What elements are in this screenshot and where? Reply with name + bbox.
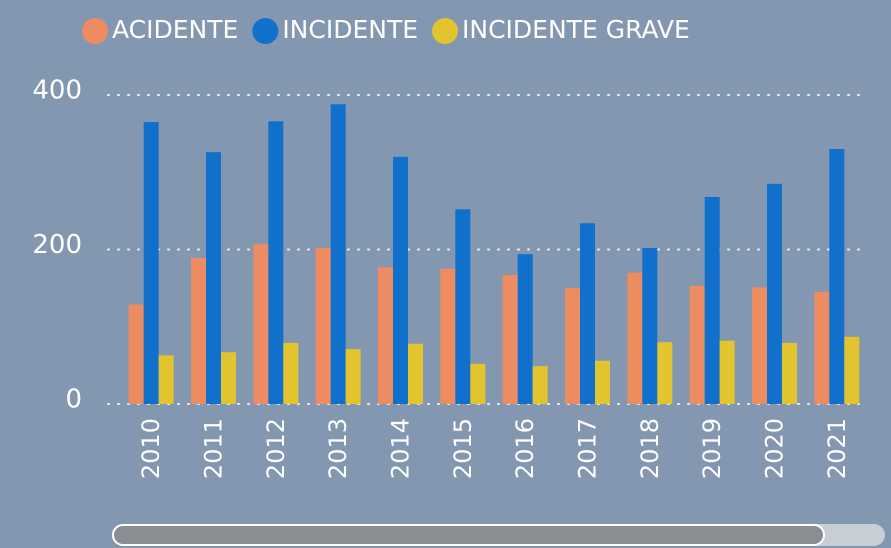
- bar: [345, 349, 361, 404]
- x-tick-label: 2014: [387, 418, 415, 479]
- x-tick-label: 2021: [823, 418, 851, 479]
- bar: [440, 268, 456, 404]
- bar: [844, 336, 860, 404]
- legend-label: ACIDENTE: [112, 15, 238, 44]
- bar: [565, 288, 580, 404]
- bar: [814, 291, 830, 404]
- bar: [595, 360, 610, 404]
- bar: [689, 285, 705, 404]
- scrollbar-thumb[interactable]: [112, 524, 825, 546]
- y-tick-label: 0: [65, 385, 82, 415]
- bar: [143, 122, 159, 404]
- x-tick-label: 2020: [761, 418, 789, 479]
- bar: [253, 244, 269, 404]
- bar: [191, 257, 206, 404]
- x-tick-label: 2016: [511, 418, 539, 479]
- bar: [330, 104, 346, 405]
- legend-swatch: [252, 18, 279, 44]
- bar: [767, 183, 782, 404]
- x-tick-label: 2010: [137, 418, 165, 479]
- x-tick-label: 2013: [324, 418, 352, 479]
- x-tick-label: 2018: [636, 418, 664, 479]
- bar: [283, 342, 299, 404]
- bar: [315, 247, 331, 404]
- x-tick-label: 2017: [574, 418, 602, 479]
- bar: [642, 247, 658, 404]
- y-tick-label: 200: [32, 230, 82, 260]
- legend-swatch: [432, 18, 459, 44]
- bar: [206, 152, 221, 404]
- bar: [408, 343, 423, 404]
- bar: [704, 196, 720, 404]
- bar: [719, 340, 735, 404]
- bar: [128, 304, 144, 404]
- legend-label: INCIDENTE: [282, 15, 418, 44]
- bar: [455, 209, 471, 404]
- y-tick-label: 400: [32, 76, 82, 106]
- bar: [657, 342, 673, 404]
- bar: [517, 254, 533, 404]
- x-tick-label: 2015: [449, 418, 477, 479]
- bar: [393, 156, 408, 404]
- bar: [532, 366, 548, 404]
- bar: [502, 274, 518, 404]
- x-tick-label: 2012: [262, 418, 290, 479]
- bar: [221, 352, 236, 404]
- x-tick-label: 2019: [698, 418, 726, 479]
- legend-label: INCIDENTE GRAVE: [462, 15, 690, 44]
- bar: [829, 149, 845, 404]
- bar: [580, 223, 595, 404]
- bar: [158, 355, 174, 404]
- x-tick-label: 2011: [200, 418, 228, 479]
- bar: [782, 342, 797, 404]
- bar: [627, 272, 643, 404]
- bar: [268, 121, 284, 404]
- bar: [378, 267, 393, 404]
- bar: [752, 287, 767, 404]
- legend-swatch: [82, 18, 108, 44]
- bar: [470, 363, 486, 404]
